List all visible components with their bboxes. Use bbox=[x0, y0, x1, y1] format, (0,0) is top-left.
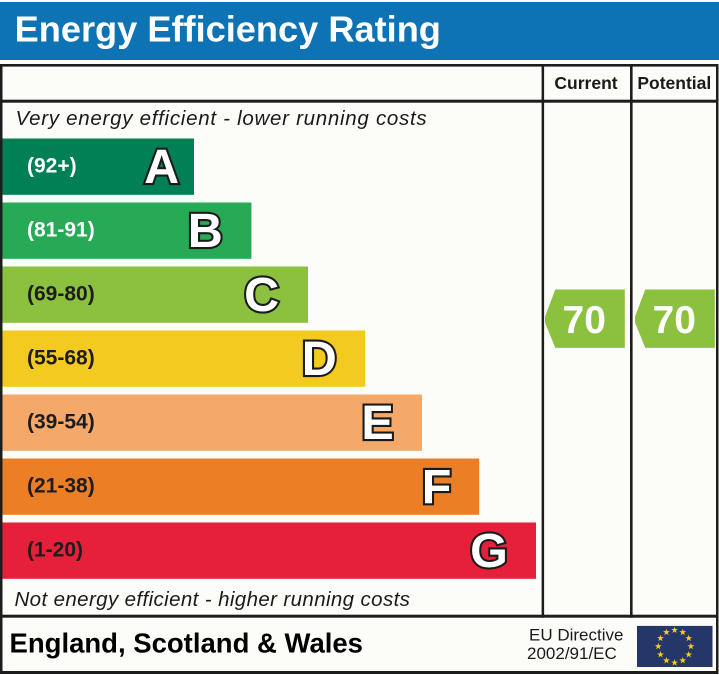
svg-text:Potential: Potential bbox=[637, 73, 711, 93]
svg-text:70: 70 bbox=[563, 299, 606, 342]
svg-text:A: A bbox=[144, 140, 179, 194]
svg-text:EU Directive: EU Directive bbox=[529, 626, 623, 645]
svg-text:(1-20): (1-20) bbox=[27, 539, 83, 562]
svg-text:E: E bbox=[361, 396, 393, 450]
svg-text:70: 70 bbox=[653, 299, 696, 342]
svg-text:F: F bbox=[422, 460, 452, 514]
svg-text:Very energy efficient - lower: Very energy efficient - lower running co… bbox=[16, 107, 428, 130]
svg-text:Energy Efficiency Rating: Energy Efficiency Rating bbox=[15, 9, 441, 50]
svg-text:D: D bbox=[302, 332, 337, 386]
svg-text:Not energy efficient - higher: Not energy efficient - higher running co… bbox=[15, 588, 411, 611]
svg-text:C: C bbox=[244, 268, 279, 322]
svg-text:(21-38): (21-38) bbox=[27, 475, 95, 498]
svg-text:(55-68): (55-68) bbox=[27, 347, 95, 370]
svg-text:(69-80): (69-80) bbox=[27, 283, 95, 306]
svg-text:B: B bbox=[188, 204, 223, 258]
svg-text:England, Scotland & Wales: England, Scotland & Wales bbox=[10, 628, 363, 659]
svg-text:Current: Current bbox=[554, 73, 617, 93]
svg-text:2002/91/EC: 2002/91/EC bbox=[527, 644, 617, 663]
svg-text:G: G bbox=[470, 524, 508, 578]
svg-text:(92+): (92+) bbox=[27, 155, 77, 178]
svg-text:(39-54): (39-54) bbox=[27, 411, 95, 434]
svg-text:(81-91): (81-91) bbox=[27, 219, 95, 242]
